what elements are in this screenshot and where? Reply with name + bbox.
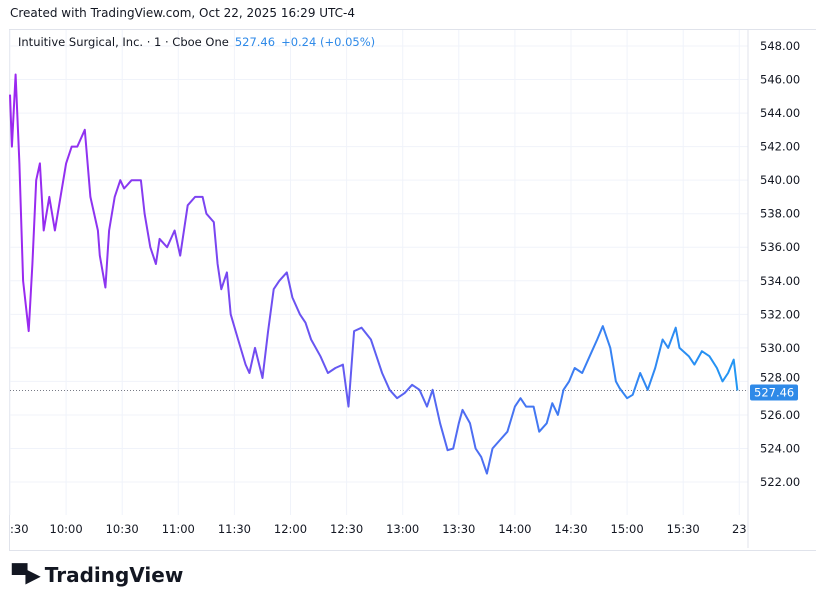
y-tick-label: 526.00 [760, 408, 800, 422]
y-tick-label: 522.00 [760, 475, 800, 489]
x-tick-label: 13:00 [386, 522, 419, 536]
x-tick-label: 12:00 [274, 522, 307, 536]
y-tick-label: 544.00 [760, 106, 800, 120]
x-tick-label: 13:30 [442, 522, 475, 536]
x-tick-label: 10:30 [106, 522, 139, 536]
y-tick-label: 546.00 [760, 73, 800, 87]
y-tick-label: 548.00 [760, 39, 800, 53]
symbol-legend: Intuitive Surgical, Inc. · 1 · Cboe One 5… [18, 35, 375, 49]
x-tick-label: 10:00 [50, 522, 83, 536]
last-price-tag-label: 527.46 [754, 385, 794, 399]
x-tick-label: 11:30 [218, 522, 251, 536]
y-tick-label: 532.00 [760, 307, 800, 321]
x-tick-label: 15:00 [611, 522, 644, 536]
y-tick-label: 530.00 [760, 341, 800, 355]
tradingview-logo-icon: ▀▶ [12, 563, 41, 587]
logo-text: TradingView [44, 563, 184, 587]
x-tick-label: 15:30 [667, 522, 700, 536]
y-tick-label: 540.00 [760, 173, 800, 187]
last-price: 527.46 [234, 35, 276, 49]
x-tick-label: 11:00 [162, 522, 195, 536]
tradingview-logo[interactable]: ▀▶ TradingView [12, 563, 183, 587]
y-tick-label: 524.00 [760, 441, 800, 455]
x-tick-label: :30 [10, 522, 29, 536]
y-tick-label: 528.00 [760, 370, 800, 384]
x-tick-label: 14:00 [498, 522, 531, 536]
y-tick-label: 534.00 [760, 274, 800, 288]
x-tick-label: 23 [732, 522, 747, 536]
created-with-caption: Created with TradingView.com, Oct 22, 20… [10, 6, 356, 20]
y-tick-label: 542.00 [760, 140, 800, 154]
x-tick-label: 14:30 [554, 522, 587, 536]
symbol-title: Intuitive Surgical, Inc. · 1 · Cboe One [18, 35, 229, 49]
y-tick-label: 538.00 [760, 207, 800, 221]
price-series-line [9, 73, 739, 475]
y-tick-label: 536.00 [760, 240, 800, 254]
last-price-tag [750, 384, 798, 401]
price-change: +0.24 (+0.05%) [281, 35, 376, 49]
x-tick-label: 12:30 [330, 522, 363, 536]
